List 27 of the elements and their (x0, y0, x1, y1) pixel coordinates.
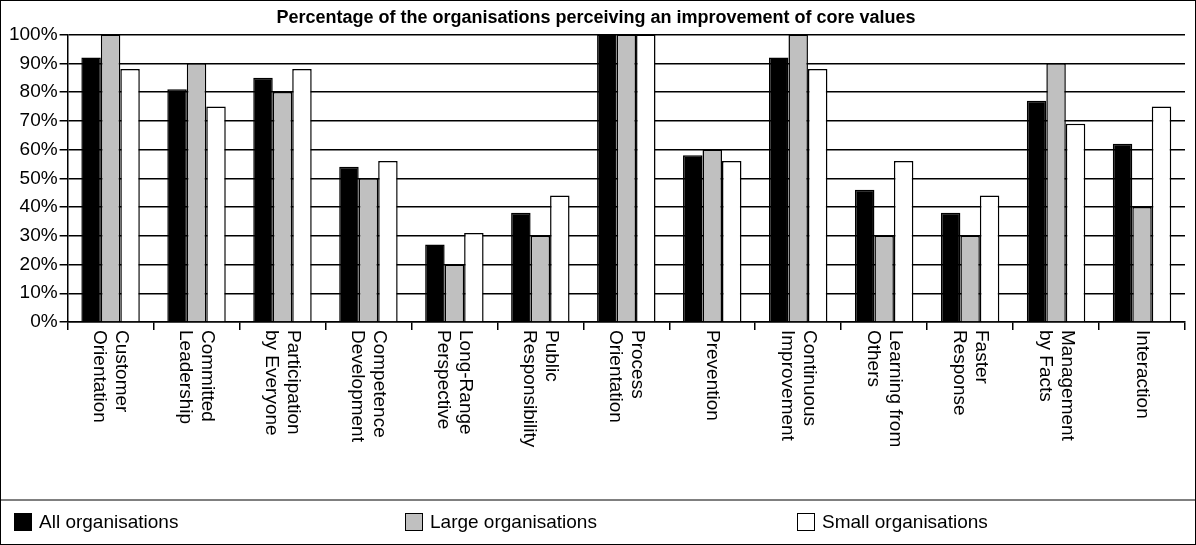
x-tick-label: Customer Orientation (90, 330, 134, 423)
y-tick-label: 100% (8, 22, 58, 44)
x-tick-label: Long-Range Perspective (434, 330, 478, 435)
y-tick-label: 20% (19, 252, 58, 274)
y-tick-label: 30% (19, 224, 58, 246)
legend-label: Large organisations (430, 511, 597, 533)
x-tick-label: Management by Facts (1035, 330, 1079, 442)
x-tick-label: Faster Response (949, 330, 993, 416)
x-tick-label: Committed Leadership (176, 330, 220, 425)
y-tick-label: 0% (30, 310, 58, 332)
y-tick-label: 90% (19, 51, 58, 73)
x-tick-label: Continuous Improvement (777, 330, 821, 442)
y-tick-label: 60% (19, 137, 58, 159)
x-tick-label: Learning from Others (863, 330, 907, 448)
y-tick-label: 40% (19, 195, 58, 217)
x-tick-label: Participation by Everyone (262, 330, 306, 436)
y-tick-label: 70% (19, 109, 58, 131)
y-tick-label: 80% (19, 80, 58, 102)
x-tick-label: Prevention (703, 330, 725, 421)
x-tick-label: Process Orientation (606, 330, 650, 423)
x-tick-label: Interaction (1132, 330, 1154, 419)
chart-title: Percentage of the organisations perceiving an improvement of core values (276, 6, 916, 27)
legend-label: Small organisations (822, 511, 988, 533)
y-tick-label: 50% (19, 166, 58, 188)
legend-label: All organisations (39, 511, 179, 533)
x-tick-label: Public Responsibility (520, 330, 564, 448)
y-tick-label: 10% (19, 281, 58, 303)
